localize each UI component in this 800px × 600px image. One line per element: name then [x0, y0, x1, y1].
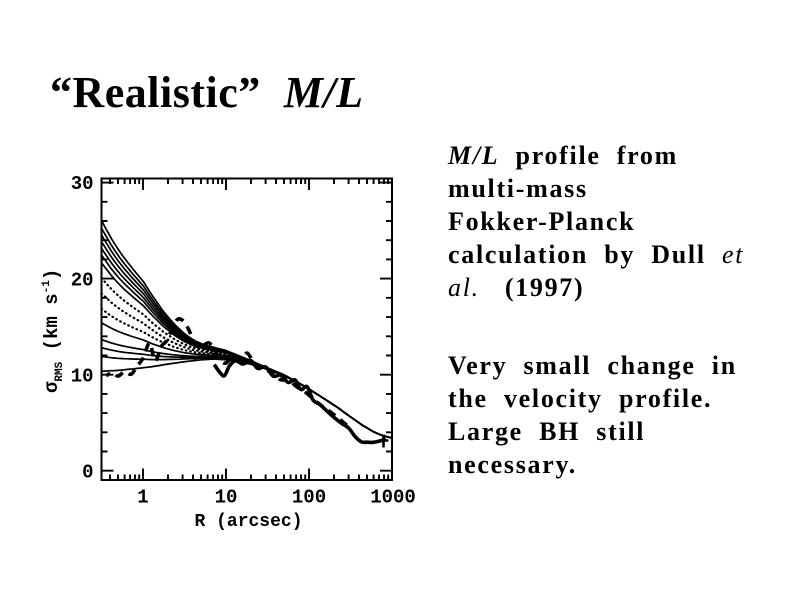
- svg-text:20: 20: [71, 269, 94, 291]
- svg-text:10: 10: [71, 365, 94, 387]
- svg-text:σRMS (km s-1): σRMS (km s-1): [41, 269, 66, 393]
- svg-text:30: 30: [71, 173, 94, 195]
- svg-text:0: 0: [82, 461, 93, 483]
- svg-text:10: 10: [215, 487, 238, 509]
- svg-text:100: 100: [292, 487, 326, 509]
- svg-text:1: 1: [137, 487, 148, 509]
- svg-text:1000: 1000: [370, 487, 416, 509]
- svg-text:R (arcsec): R (arcsec): [194, 512, 302, 532]
